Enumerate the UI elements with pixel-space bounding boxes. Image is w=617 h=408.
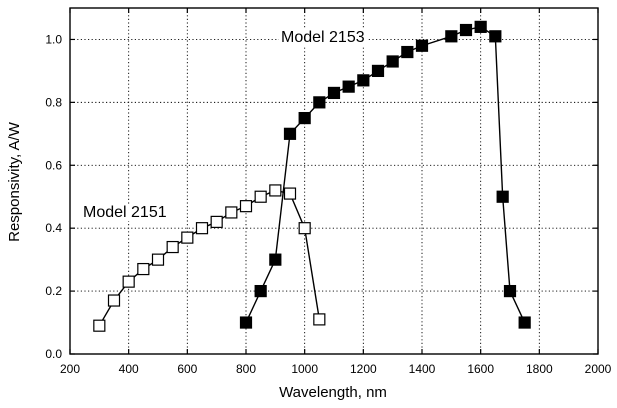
data-point-model-2153 [496,190,509,203]
x-tick-label: 600 [177,362,197,376]
data-point-model-2151 [269,184,282,197]
data-point-model-2153 [269,253,282,266]
y-tick-label: 0.8 [45,95,62,109]
y-tick-label: 0.4 [45,221,62,235]
y-tick-label: 0.0 [45,347,62,361]
y-tick-label: 0.6 [45,158,62,172]
data-point-model-2153 [239,316,253,329]
series-line-model-2153 [245,26,526,323]
series-model-2153 [239,20,531,329]
data-point-model-2151 [151,253,165,266]
data-point-model-2153 [254,284,267,298]
x-tick-label: 1400 [409,362,436,376]
data-point-model-2151 [239,200,253,213]
data-point-model-2151 [93,319,106,332]
y-tick-label: 1.0 [45,32,62,46]
data-point-model-2153 [445,30,458,43]
x-tick-label: 1600 [467,362,494,376]
data-point-model-2151 [210,215,223,228]
data-point-model-2153 [342,80,355,93]
data-point-model-2153 [459,23,473,37]
series-layer [93,20,531,332]
data-point-model-2153 [298,111,311,125]
x-tick-label: 200 [60,362,80,376]
y-tick-label: 0.2 [45,284,62,298]
series-model-2151 [93,184,326,332]
data-point-model-2151 [313,313,326,326]
x-tick-label: 1800 [526,362,553,376]
data-point-model-2153 [386,55,399,68]
x-axis-label: Wavelength, nm [279,384,387,401]
x-tick-label: 1200 [350,362,377,376]
series-label-model-2151: Model 2151 [83,204,167,221]
data-point-model-2153 [357,74,370,87]
data-point-model-2153 [503,284,517,298]
data-point-model-2151 [254,190,267,203]
data-point-model-2153 [489,30,502,43]
data-point-model-2151 [195,222,209,235]
data-point-model-2153 [283,127,297,140]
series-label-model-2153: Model 2153 [281,29,365,46]
data-point-model-2151 [107,294,121,307]
data-point-model-2153 [401,45,414,59]
data-point-model-2153 [313,96,326,109]
data-point-model-2151 [166,240,179,254]
x-tick-label: 1000 [291,362,318,376]
series-label-background [279,29,367,46]
plot-frame [69,7,599,355]
gridlines [70,8,598,354]
data-point-model-2151 [181,231,194,244]
axis-ticks: 0.0 0.2 0.4 0.6 0.8 1.0 200 400 600 800 1000 1200 14… [45,8,612,376]
data-point-model-2151 [298,222,311,235]
series-label-background [81,204,169,221]
data-point-model-2153 [518,316,531,329]
y-axis-label: Responsivity, A/W [6,121,23,242]
data-point-model-2151 [283,187,297,200]
data-point-model-2153 [371,64,385,78]
data-point-model-2151 [225,206,238,219]
data-point-model-2153 [474,20,487,33]
data-point-model-2153 [415,39,429,52]
x-tick-label: 400 [119,362,139,376]
data-point-model-2153 [327,86,341,100]
x-tick-label: 2000 [585,362,612,376]
data-point-model-2151 [137,262,150,276]
x-tick-label: 800 [236,362,256,376]
series-annotations: Model 2151 Model 2153 [81,29,367,221]
data-point-model-2151 [122,275,135,288]
